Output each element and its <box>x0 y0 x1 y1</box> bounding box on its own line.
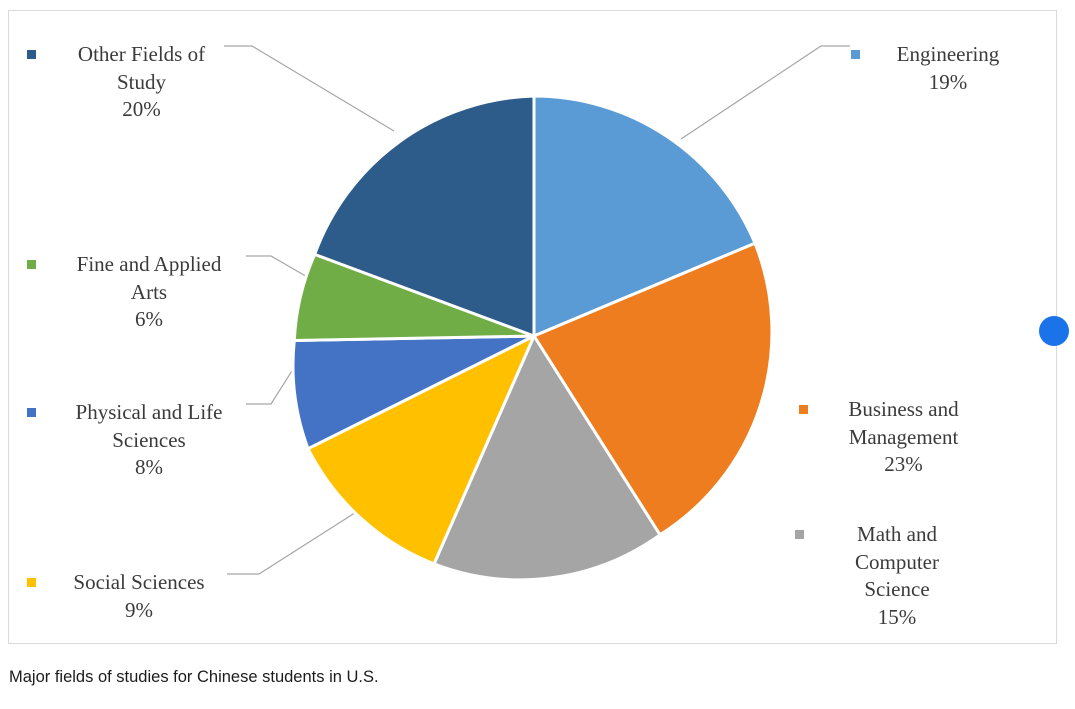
pie-slices <box>291 94 774 582</box>
pie-label-engineering: Engineering 19% <box>851 41 1023 96</box>
pie-label-business-line2: Management <box>848 424 959 449</box>
pie-label-other: Other Fields of Study 20% <box>27 41 234 124</box>
pie-label-social-percent: 9% <box>125 597 153 622</box>
pie-label-math: Math and Computer Science 15% <box>795 521 967 632</box>
pie-label-engineering-percent: 19% <box>928 69 968 94</box>
pie-label-physical: Physical and Life Sciences 8% <box>27 399 249 482</box>
legend-marker-other <box>27 50 36 59</box>
pie-label-business-line1: Business and <box>848 397 959 421</box>
pie-label-physical-percent: 8% <box>135 455 163 480</box>
pie-label-business-percent: 23% <box>884 452 923 477</box>
leader-line-arts <box>246 255 310 279</box>
pie-label-math-line3: Science <box>864 577 930 602</box>
pie-slice-math <box>431 332 663 582</box>
legend-marker-business <box>799 405 808 414</box>
pie-slice-engineering <box>532 94 757 339</box>
pie-label-arts-line2: Arts <box>130 279 168 304</box>
pie-label-engineering-line1: Engineering <box>896 42 1000 66</box>
leader-line-social <box>227 508 362 575</box>
leader-line-other <box>224 45 395 132</box>
pie-label-arts-percent: 6% <box>135 307 163 332</box>
next-slide-button[interactable] <box>1039 316 1069 346</box>
pie-label-business: Business and Management 23% <box>799 396 986 479</box>
pie-label-other-percent: 20% <box>122 97 161 122</box>
pie-label-physical-line2: Sciences <box>112 427 186 452</box>
pie-slice-other <box>312 94 536 339</box>
legend-marker-physical <box>27 408 36 417</box>
pie-label-arts: Fine and Applied Arts 6% <box>27 251 249 334</box>
pie-slice-physical <box>291 334 535 451</box>
pie-label-other-line2: Study <box>116 69 166 94</box>
pie-label-math-line2: Computer <box>855 549 939 574</box>
pie-label-other-line1: Other Fields of <box>77 42 206 66</box>
leader-lines <box>224 45 850 575</box>
pie-label-social: Social Sciences 9% <box>27 569 229 624</box>
legend-marker-math <box>795 530 804 539</box>
legend-marker-arts <box>27 260 36 269</box>
pie-label-physical-line1: Physical and Life <box>75 400 223 424</box>
legend-marker-engineering <box>851 50 860 59</box>
legend-marker-social <box>27 578 36 587</box>
pie-slice-social <box>305 332 538 566</box>
pie-label-social-line1: Social Sciences <box>73 570 205 594</box>
pie-chart-frame: Other Fields of Study 20% Fine and Appli… <box>8 10 1069 644</box>
pie-slice-business <box>531 241 774 537</box>
pie-chart-graphic <box>224 45 850 582</box>
pie-label-math-line1: Math and <box>857 522 937 546</box>
pie-label-arts-line1: Fine and Applied <box>76 252 222 276</box>
pie-label-math-percent: 15% <box>877 605 917 630</box>
figure-caption: Major fields of studies for Chinese stud… <box>9 668 379 686</box>
leader-line-engineering <box>680 45 850 140</box>
